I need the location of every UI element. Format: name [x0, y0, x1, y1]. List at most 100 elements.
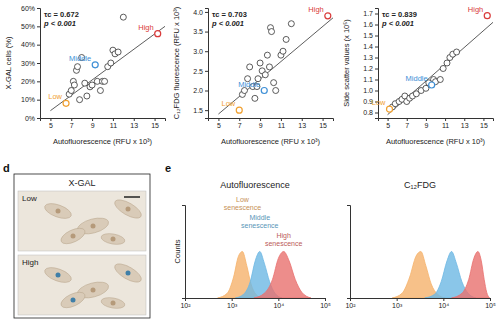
- point: [264, 52, 270, 58]
- tick-label: 3.0: [193, 48, 203, 55]
- tick: 13: [298, 118, 306, 129]
- x-axis: 579111315: [41, 118, 166, 129]
- tick-label: 1.7: [363, 10, 373, 17]
- nucleus: [56, 209, 61, 214]
- tick-mark: [464, 118, 465, 121]
- tick-label: 1.5: [363, 32, 373, 39]
- point: [84, 93, 90, 99]
- tick-label: 15: [480, 122, 488, 129]
- chart-title: Autofluorescence: [220, 180, 290, 190]
- tick-mark: [260, 118, 261, 121]
- tick-mark: [388, 118, 389, 121]
- annotation: τc = 0.703: [212, 10, 247, 19]
- x-axis-title: Autofluorescence (RFU x 10³): [386, 137, 486, 146]
- tick: 2.0: [193, 87, 208, 94]
- point: [444, 60, 450, 66]
- point: [252, 95, 258, 101]
- tick: 5: [386, 118, 390, 129]
- point: [102, 78, 108, 84]
- tick-label: 20%: [21, 78, 35, 85]
- tick-label: 7: [70, 122, 74, 129]
- tick: 15: [319, 118, 327, 129]
- tick: 15: [151, 118, 159, 129]
- tick-mark: [37, 100, 40, 101]
- tick-label: 1.4: [363, 43, 373, 50]
- tick-label: 1.0: [363, 87, 373, 94]
- point: [63, 100, 69, 106]
- point-label: Low: [48, 92, 62, 101]
- tick-mark: [483, 118, 484, 121]
- tick: 10²: [180, 298, 191, 309]
- x-axis: 579111315: [209, 118, 334, 129]
- tick-label: 10²: [180, 302, 191, 309]
- trend-line: [388, 22, 493, 114]
- nucleus: [111, 237, 116, 242]
- tick-label: 1.1: [363, 76, 373, 83]
- point: [325, 13, 331, 19]
- tick-label: 4.0: [193, 9, 203, 16]
- tick-mark: [50, 118, 51, 121]
- tick-label: 10⁵: [485, 302, 496, 309]
- point: [68, 88, 74, 94]
- tick-label: 5: [386, 122, 390, 129]
- tick: 10⁵: [320, 298, 331, 309]
- point: [484, 13, 490, 19]
- tick-mark: [205, 91, 208, 92]
- tick: 10%: [21, 96, 40, 103]
- tick-label: 10%: [21, 96, 35, 103]
- tick-mark: [134, 118, 135, 121]
- tick: 1.6: [363, 21, 378, 28]
- point: [423, 85, 429, 91]
- point: [262, 72, 268, 78]
- tick-label: 0%: [25, 115, 35, 122]
- tick-mark: [37, 8, 40, 9]
- point-label: High: [308, 5, 323, 14]
- tick-mark: [218, 118, 219, 121]
- tick: 11: [110, 118, 117, 129]
- point: [269, 29, 275, 35]
- panel-label: d: [3, 162, 10, 174]
- trend-line: [218, 18, 333, 114]
- point-label: Middle: [69, 54, 91, 63]
- scatter-chart: 5791113150.80.91.01.11.21.31.41.51.61.7L…: [342, 5, 494, 146]
- tick-label: 1.5: [193, 107, 203, 114]
- micrograph-label: Low: [22, 194, 37, 203]
- tick-label: 1.3: [363, 54, 373, 61]
- tick: 1.5: [193, 107, 208, 114]
- point: [257, 60, 263, 66]
- annotation: p < 0.001: [381, 19, 414, 28]
- point: [288, 21, 294, 27]
- tick-mark: [205, 71, 208, 72]
- tick-mark: [407, 118, 408, 121]
- tick: 4.0: [193, 9, 208, 16]
- annotation: p < 0.001: [43, 19, 76, 28]
- tick-mark: [37, 26, 40, 27]
- tick: 9: [259, 118, 263, 129]
- tick-label: 10⁴: [438, 302, 449, 309]
- point-label: Low: [221, 99, 235, 108]
- tick-mark: [375, 91, 378, 92]
- figure-svg: 5791113150%10%20%30%40%50%60%LowMiddleHi…: [0, 0, 500, 320]
- tick-label: 15: [319, 122, 327, 129]
- point-label: Middle: [406, 74, 428, 83]
- axis-line: [186, 299, 326, 302]
- cell: [59, 225, 88, 247]
- tick: 10³: [227, 298, 238, 309]
- series-label: Middlesenescence: [241, 214, 278, 229]
- annotation: τc = 0.672: [44, 10, 79, 19]
- y-axis-title: C₁₂FDG fluorescence (RFU x 10³): [172, 6, 181, 119]
- point-label: High: [468, 5, 483, 14]
- tick-label: 7: [238, 122, 242, 129]
- image-panel: X-GALLowHigh: [14, 174, 150, 318]
- tick: 10⁵: [485, 298, 496, 309]
- tick: 10⁴: [438, 298, 449, 309]
- point: [71, 82, 77, 88]
- tick-label: 10³: [392, 302, 403, 309]
- tick-label: 3.5: [193, 28, 203, 35]
- tick-mark: [37, 118, 40, 119]
- point: [283, 36, 289, 42]
- tick: 10⁴: [273, 298, 284, 309]
- point-label: Middle: [238, 80, 260, 89]
- tick-mark: [281, 118, 282, 121]
- scatter-chart: 5791113151.52.02.53.03.54.0LowMiddleHigh…: [172, 5, 334, 146]
